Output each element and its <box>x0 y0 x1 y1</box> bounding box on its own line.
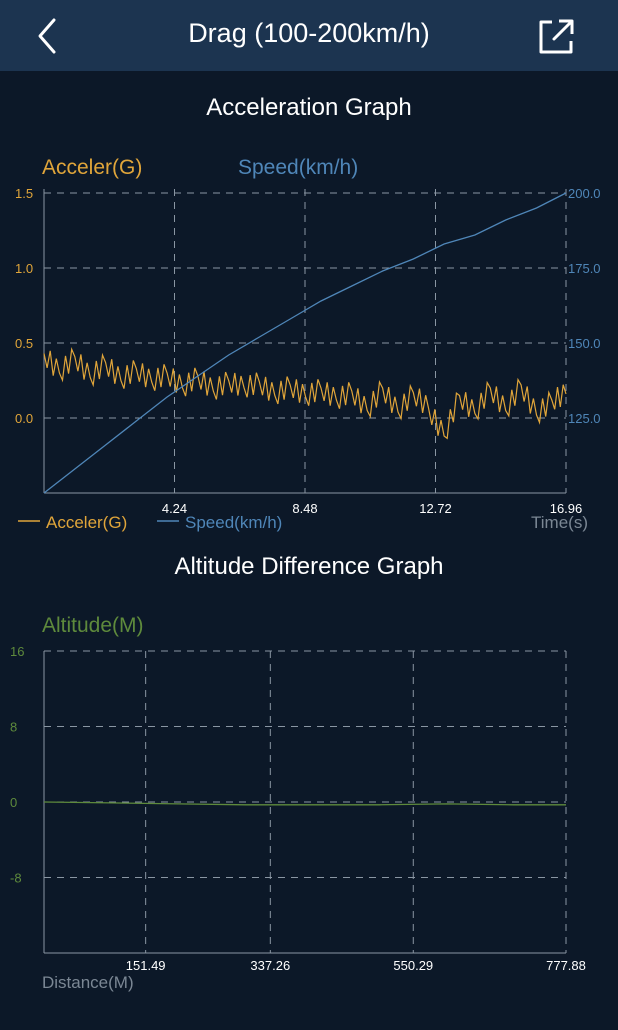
speed-right-tick-label: 175.0 <box>568 261 601 276</box>
speed-axis-title: Speed(km/h) <box>238 156 358 179</box>
alt-y-tick-label: 16 <box>10 644 24 659</box>
alt-x-tick-label: 151.49 <box>126 958 166 973</box>
accel-x-axis-title: Time(s) <box>531 513 588 532</box>
accel-axis-title: Acceler(G) <box>42 156 142 179</box>
altitude-series-group <box>43 801 566 806</box>
accel-grid <box>43 189 567 494</box>
altitude-tick-labels: 16 8 0 -8 151.49 337.26 550.29 777.88 <box>10 644 586 973</box>
legend-accel-label: Acceler(G) <box>46 513 127 532</box>
alt-y-tick-label: 0 <box>10 795 17 810</box>
share-button[interactable] <box>536 14 576 58</box>
accel-left-tick-label: 0.5 <box>15 336 33 351</box>
accel-x-tick-label: 8.48 <box>292 501 317 516</box>
altitude-chart: Altitude(M) 16 8 0 -8 151.49 337.26 550.29 777.… <box>10 614 586 992</box>
accel-tick-labels: 1.5 200.0 1.0 175.0 0.5 150.0 0.0 125.0 4.24 8.48… <box>15 186 601 516</box>
altitude-axis-title: Altitude(M) <box>42 614 144 637</box>
accel-left-tick-label: 1.5 <box>15 186 33 201</box>
accel-series-group <box>43 192 567 494</box>
chevron-left-icon <box>38 18 56 54</box>
altitude-grid <box>43 650 567 954</box>
legend-speed-label: Speed(km/h) <box>185 513 282 532</box>
page-title: Drag (100-200km/h) <box>188 18 430 48</box>
speed-right-tick-label: 200.0 <box>568 186 601 201</box>
accel-series-line <box>43 347 567 440</box>
accel-x-tick-label: 16.96 <box>550 501 583 516</box>
speed-right-tick-label: 150.0 <box>568 336 601 351</box>
speed-right-tick-label: 125.0 <box>568 411 601 426</box>
altitude-x-axis-title: Distance(M) <box>42 973 134 992</box>
accel-x-tick-label: 4.24 <box>162 501 187 516</box>
accel-left-tick-label: 1.0 <box>15 261 33 276</box>
altitude-series-line <box>43 801 566 806</box>
alt-y-tick-label: -8 <box>10 871 22 886</box>
alt-x-tick-label: 337.26 <box>250 958 290 973</box>
back-button[interactable] <box>30 14 66 58</box>
alt-x-tick-label: 777.88 <box>546 958 586 973</box>
accel-x-tick-label: 12.72 <box>419 501 452 516</box>
acceleration-chart: Acceler(G) Speed(km/h) 1.5 200.0 1.0 175.0 0… <box>15 156 601 532</box>
alt-y-tick-label: 8 <box>10 720 17 735</box>
share-icon <box>539 19 574 54</box>
accel-graph-title: Acceleration Graph <box>206 94 412 121</box>
speed-series-line <box>43 192 567 494</box>
altitude-graph-title: Altitude Difference Graph <box>174 553 444 580</box>
alt-x-tick-label: 550.29 <box>393 958 433 973</box>
accel-left-tick-label: 0.0 <box>15 411 33 426</box>
nav-bar: Drag (100-200km/h) <box>0 0 618 71</box>
